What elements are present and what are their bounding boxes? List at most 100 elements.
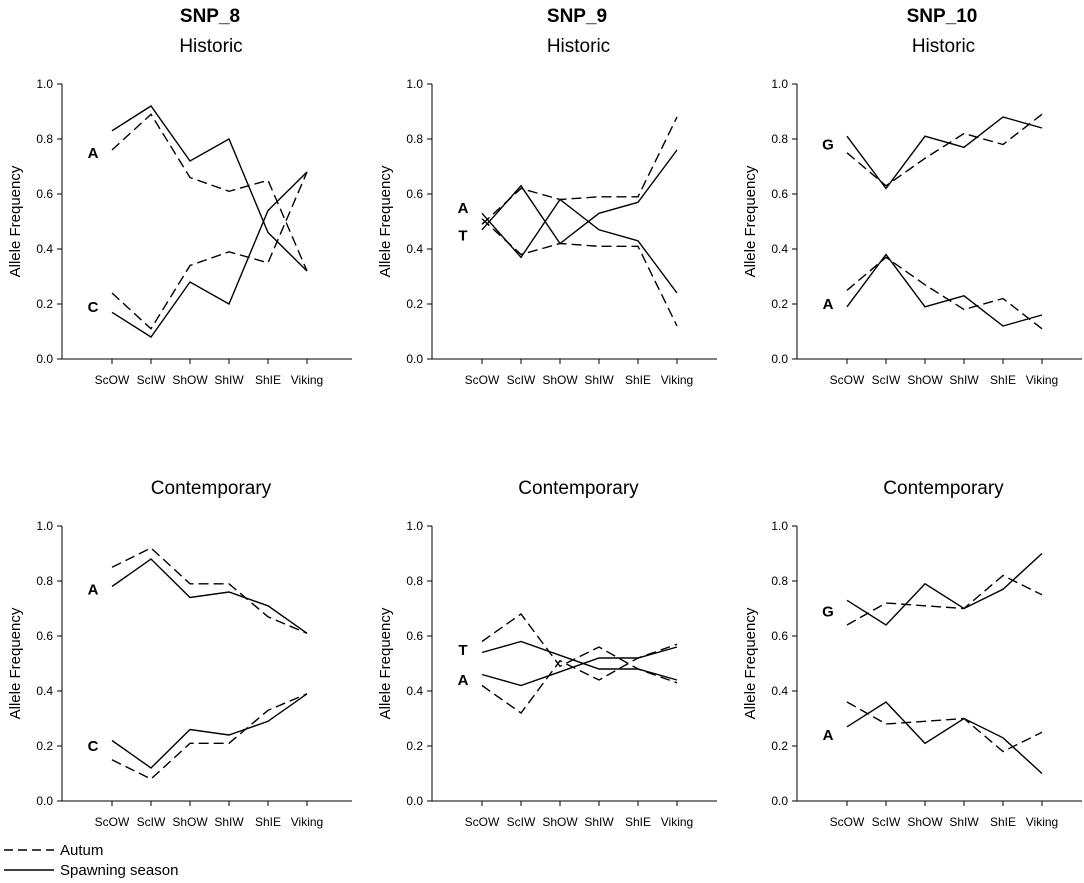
allele-label-t: T bbox=[458, 227, 467, 244]
series-line-a-autumn bbox=[846, 256, 1043, 330]
series-line-a-spawning bbox=[111, 105, 308, 272]
x-tick-label: ScOW bbox=[830, 373, 865, 387]
series-line-g-spawning bbox=[846, 116, 1043, 190]
allele-label-g: G bbox=[822, 603, 834, 620]
chart-panel-1: Historic 0.0 0.2 0.4 0.6 0.8 1.0 ScOW ScIW ShOW Sh… bbox=[7, 36, 352, 387]
y-tick-label: 0.2 bbox=[771, 297, 788, 311]
y-tick-label: 0.6 bbox=[406, 629, 423, 643]
x-tick-label: ShOW bbox=[542, 373, 578, 387]
y-tick-label: 0.4 bbox=[36, 242, 53, 256]
x-tick-label: ShIE bbox=[990, 815, 1016, 829]
y-tick-label: 1.0 bbox=[406, 519, 423, 533]
legend-autumn-label: Autum bbox=[60, 842, 103, 859]
y-tick-label: 0.6 bbox=[771, 187, 788, 201]
y-tick-label: 0.0 bbox=[406, 794, 423, 808]
x-tick-label: ScIW bbox=[137, 373, 166, 387]
y-tick-label: 1.0 bbox=[36, 519, 53, 533]
y-tick-label: 0.0 bbox=[771, 352, 788, 366]
chart-panel-3: Historic 0.0 0.2 0.4 0.6 0.8 1.0 ScOW ScIW ShOW Sh… bbox=[742, 36, 1082, 387]
series-line-a-spawning bbox=[481, 646, 678, 687]
x-tick-label: ScIW bbox=[872, 373, 901, 387]
y-tick-label: 0.6 bbox=[36, 629, 53, 643]
y-tick-label: 0.4 bbox=[771, 684, 788, 698]
series-line-t-autumn bbox=[481, 613, 678, 684]
series-line-c-autumn bbox=[111, 693, 308, 780]
x-tick-label: ScIW bbox=[507, 815, 536, 829]
panel-title: Historic bbox=[912, 36, 975, 57]
x-tick-label: ShOW bbox=[542, 815, 578, 829]
panel-title: Contemporary bbox=[518, 478, 639, 499]
y-axis-label: Allele Frequency bbox=[7, 165, 24, 277]
x-tick-label: ShIE bbox=[990, 373, 1016, 387]
x-tick-label: ShOW bbox=[907, 373, 943, 387]
y-tick-label: 0.8 bbox=[406, 132, 423, 146]
panel-title: Contemporary bbox=[151, 478, 272, 499]
x-tick-label: ScIW bbox=[137, 815, 166, 829]
x-tick-label: Viking bbox=[1026, 373, 1058, 387]
allele-label-a: A bbox=[458, 672, 469, 689]
x-tick-label: ShOW bbox=[907, 815, 943, 829]
series-line-a-autumn bbox=[481, 643, 678, 714]
allele-label-g: G bbox=[822, 137, 834, 154]
series-line-t-spawning bbox=[481, 640, 678, 681]
x-tick-label: ShIW bbox=[949, 815, 979, 829]
x-tick-label: Viking bbox=[661, 815, 693, 829]
panel-title: Historic bbox=[547, 36, 610, 57]
y-tick-label: 1.0 bbox=[771, 77, 788, 91]
chart-panels: Historic 0.0 0.2 0.4 0.6 0.8 1.0 ScOW ScIW ShOW Sh… bbox=[7, 36, 1082, 829]
allele-label-a: A bbox=[88, 581, 99, 598]
x-tick-label: ScOW bbox=[95, 373, 130, 387]
x-tick-label: ShIW bbox=[214, 815, 244, 829]
series-line-a-spawning bbox=[846, 253, 1043, 327]
allele-label-a: A bbox=[823, 296, 834, 313]
series-line-t-autumn bbox=[481, 218, 678, 327]
series-line-t-spawning bbox=[481, 198, 678, 294]
series-line-c-spawning bbox=[111, 171, 308, 338]
y-tick-label: 0.8 bbox=[771, 132, 788, 146]
panel-title: Contemporary bbox=[883, 478, 1004, 499]
y-tick-label: 0.8 bbox=[36, 574, 53, 588]
allele-label-t: T bbox=[458, 642, 467, 659]
x-tick-label: ScOW bbox=[465, 373, 500, 387]
series-line-g-autumn bbox=[846, 113, 1043, 187]
y-tick-label: 0.0 bbox=[36, 794, 53, 808]
y-axis-label: Allele Frequency bbox=[742, 607, 759, 719]
series-line-a-spawning bbox=[846, 701, 1043, 775]
x-tick-label: Viking bbox=[291, 373, 323, 387]
y-tick-label: 0.6 bbox=[36, 187, 53, 201]
legend: Autum Spawning season bbox=[4, 842, 178, 879]
y-tick-label: 0.8 bbox=[771, 574, 788, 588]
series-line-a-autumn bbox=[481, 116, 678, 225]
y-axis-label: Allele Frequency bbox=[377, 607, 394, 719]
x-tick-label: ShIE bbox=[625, 373, 651, 387]
y-tick-label: 0.0 bbox=[771, 794, 788, 808]
y-tick-label: 0.6 bbox=[771, 629, 788, 643]
allele-label-a: A bbox=[458, 200, 469, 217]
y-tick-label: 0.2 bbox=[406, 739, 423, 753]
y-tick-label: 0.2 bbox=[406, 297, 423, 311]
y-tick-label: 0.0 bbox=[406, 352, 423, 366]
series-line-a-spawning bbox=[111, 558, 308, 634]
panel-title: Historic bbox=[179, 36, 242, 57]
y-axis-label: Allele Frequency bbox=[742, 165, 759, 277]
series-line-a-autumn bbox=[111, 113, 308, 272]
x-tick-label: Viking bbox=[1026, 815, 1058, 829]
y-tick-label: 0.4 bbox=[406, 242, 423, 256]
y-tick-label: 0.2 bbox=[36, 739, 53, 753]
x-tick-label: Viking bbox=[291, 815, 323, 829]
y-tick-label: 0.4 bbox=[771, 242, 788, 256]
snp-title-9: SNP_9 bbox=[547, 6, 607, 27]
chart-panel-2: Historic 0.0 0.2 0.4 0.6 0.8 1.0 ScOW ScIW ShOW Sh… bbox=[377, 36, 717, 387]
x-tick-label: ShOW bbox=[172, 373, 208, 387]
series-line-a-spawning bbox=[481, 149, 678, 245]
y-tick-label: 0.2 bbox=[771, 739, 788, 753]
y-tick-label: 0.0 bbox=[36, 352, 53, 366]
allele-label-a: A bbox=[88, 145, 99, 162]
series-line-a-autumn bbox=[111, 547, 308, 634]
allele-label-c: C bbox=[88, 738, 99, 755]
y-tick-label: 1.0 bbox=[36, 77, 53, 91]
x-tick-label: ShIE bbox=[625, 815, 651, 829]
x-tick-label: ShIE bbox=[255, 815, 281, 829]
y-axis-label: Allele Frequency bbox=[7, 607, 24, 719]
legend-spawning-label: Spawning season bbox=[60, 862, 178, 879]
